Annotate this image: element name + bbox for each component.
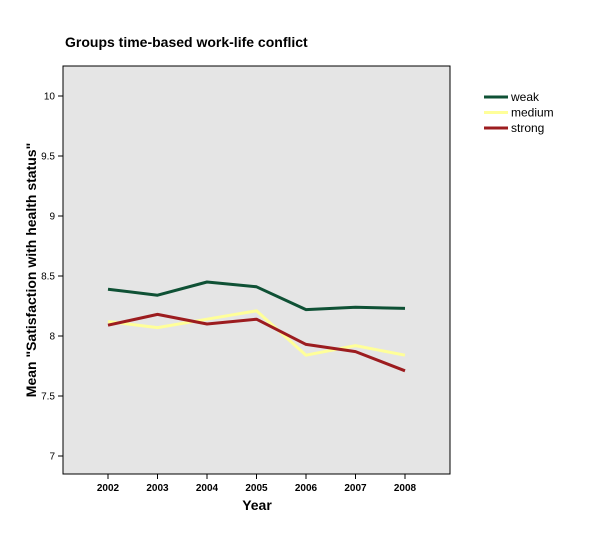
y-tick-label: 7.5 bbox=[41, 392, 55, 403]
legend-label-weak: weak bbox=[510, 90, 540, 104]
y-tick-label: 9.5 bbox=[41, 152, 55, 163]
x-axis-title: Year bbox=[242, 497, 272, 513]
x-tick-label: 2006 bbox=[295, 483, 318, 494]
x-tick-label: 2003 bbox=[146, 483, 169, 494]
series-line-weak bbox=[107, 280, 406, 312]
series-line-medium bbox=[107, 309, 406, 357]
y-axis-title: Mean "Satisfaction with health status" bbox=[23, 143, 39, 397]
series-lines bbox=[107, 280, 406, 373]
y-tick-label: 7 bbox=[49, 452, 55, 463]
series-line-strong bbox=[107, 312, 406, 373]
y-tick-label: 8.5 bbox=[41, 272, 55, 283]
chart-title: Groups time-based work-life conflict bbox=[65, 34, 308, 50]
y-tick-label: 9 bbox=[49, 212, 55, 223]
y-tick-label: 8 bbox=[49, 332, 55, 343]
y-axis: 7 7.5 8 8.5 9 9.5 10 bbox=[41, 92, 63, 463]
y-tick-label: 10 bbox=[44, 92, 56, 103]
legend-label-strong: strong bbox=[511, 121, 544, 135]
x-tick-label: 2005 bbox=[245, 483, 268, 494]
x-tick-label: 2004 bbox=[196, 483, 219, 494]
x-tick-label: 2008 bbox=[394, 483, 417, 494]
legend-label-medium: medium bbox=[511, 106, 554, 120]
x-tick-label: 2002 bbox=[97, 483, 120, 494]
x-axis: 2002 2003 2004 2005 2006 2007 2008 bbox=[97, 474, 417, 494]
x-tick-label: 2007 bbox=[344, 483, 367, 494]
plot-area bbox=[62, 65, 451, 475]
